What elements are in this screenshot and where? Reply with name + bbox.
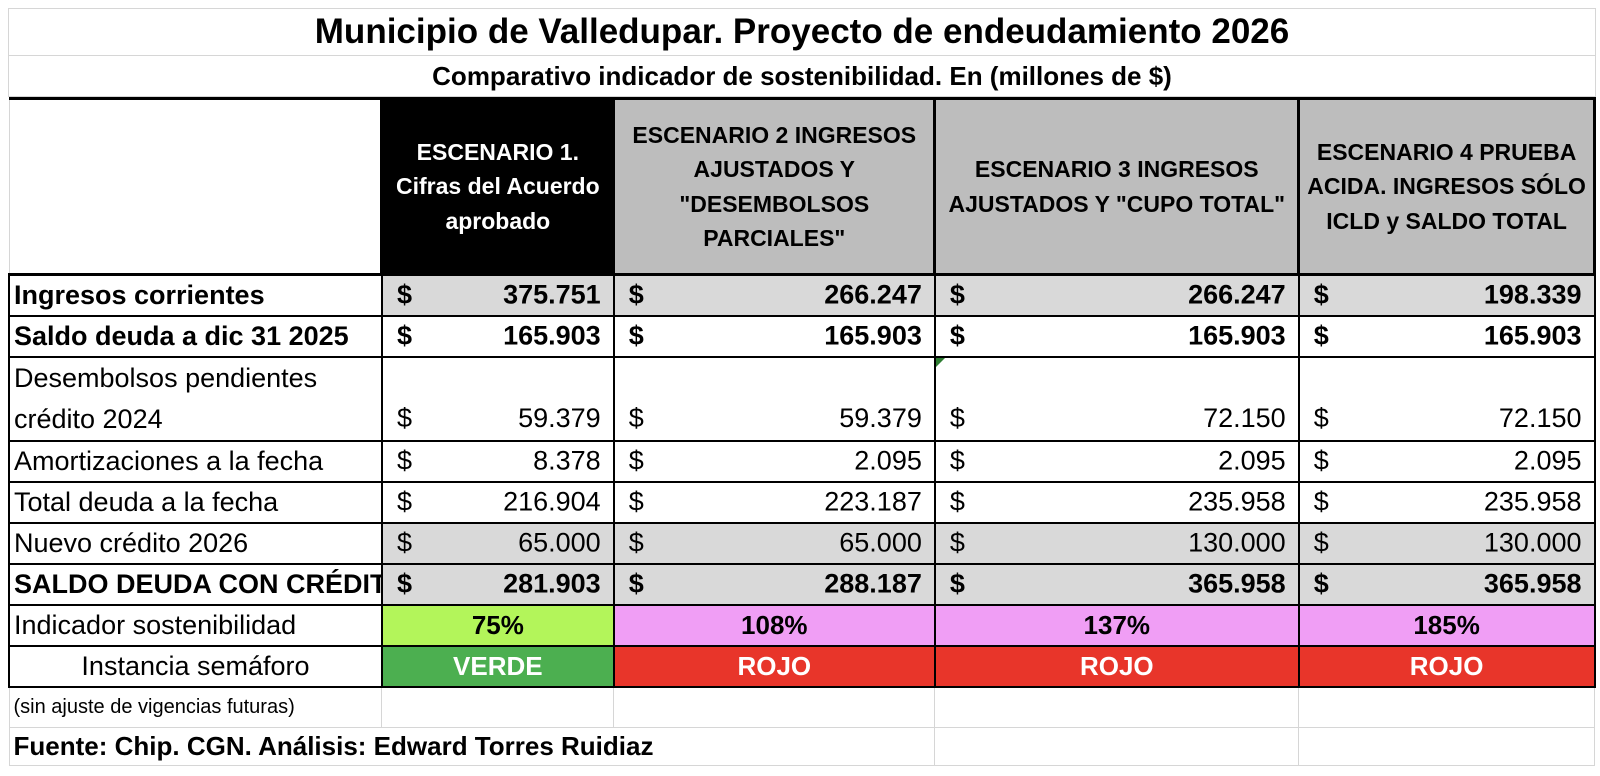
- indicator-value-scenario-4: 185%: [1297, 603, 1596, 647]
- row-label: SALDO DEUDA CON CRÉDITO: [8, 562, 407, 606]
- row-indicador-sostenibilidad: Indicador sostenibilidad 75% 108% 137% 1…: [8, 603, 1596, 647]
- value-cell: $72.150: [933, 355, 1300, 442]
- source-row: Fuente: Chip. CGN. Análisis: Edward Torr…: [8, 727, 1595, 766]
- indicator-value-scenario-1: 75%: [380, 603, 615, 647]
- value-cell: $365.958: [933, 562, 1300, 606]
- header-scenario-1: ESCENARIO 1. Cifras del Acuerdo aprobado: [380, 97, 616, 276]
- value-cell: $365.958: [1297, 562, 1596, 606]
- value-cell: $2.095: [1297, 439, 1596, 483]
- value-cell: $216.904: [380, 480, 615, 524]
- semaphore-status-scenario-4: ROJO: [1297, 644, 1596, 688]
- indicator-value-scenario-2: 108%: [612, 603, 936, 647]
- header-scenario-3: ESCENARIO 3 INGRESOS AJUSTADOS Y "CUPO T…: [933, 97, 1301, 276]
- value-cell: $59.379: [380, 355, 615, 442]
- empty-cell: [613, 686, 936, 728]
- row-label: Instancia semáforo: [8, 644, 383, 688]
- header-scenario-4: ESCENARIO 4 PRUEBA ACIDA. INGRESOS SÓLO …: [1297, 97, 1596, 276]
- value-cell: $235.958: [933, 480, 1300, 524]
- value-cell: $8.378: [380, 439, 615, 483]
- value-cell: $72.150: [1297, 355, 1596, 442]
- value-cell: $266.247: [612, 273, 936, 317]
- row-ingresos-corrientes: Ingresos corrientes $375.751 $266.247 $2…: [8, 273, 1596, 317]
- row-saldo-deuda-con-credito: SALDO DEUDA CON CRÉDITO $281.903 $288.18…: [8, 562, 1596, 606]
- value-cell: $165.903: [1297, 314, 1596, 358]
- row-label: Ingresos corrientes: [8, 273, 383, 317]
- page-subtitle: Comparativo indicador de sostenibilidad.…: [8, 56, 1596, 97]
- row-desembolsos-pendientes: Desembolsos pendientes crédito 2024 $59.…: [8, 355, 1596, 442]
- empty-cell: [1298, 727, 1595, 766]
- row-nuevo-credito: Nuevo crédito 2026 $65.000 $65.000 $130.…: [8, 521, 1596, 565]
- row-instancia-semaforo: Instancia semáforo VERDE ROJO ROJO ROJO: [8, 644, 1596, 688]
- semaphore-status-scenario-3: ROJO: [933, 644, 1300, 688]
- semaphore-status-scenario-1: VERDE: [380, 644, 615, 688]
- empty-cell: [1298, 686, 1595, 728]
- value-cell: $65.000: [380, 521, 615, 565]
- row-label: Nuevo crédito 2026: [8, 521, 383, 565]
- value-cell: $266.247: [933, 273, 1300, 317]
- value-cell: $65.000: [612, 521, 936, 565]
- comment-marker: [935, 357, 945, 367]
- value-cell: $165.903: [933, 314, 1300, 358]
- value-cell: $2.095: [933, 439, 1300, 483]
- value-cell: $288.187: [612, 562, 936, 606]
- page-title: Municipio de Valledupar. Proyecto de end…: [8, 8, 1596, 56]
- value-cell: $130.000: [1297, 521, 1596, 565]
- value-cell: $165.903: [380, 314, 615, 358]
- semaphore-status-scenario-2: ROJO: [612, 644, 936, 688]
- empty-cell: [934, 727, 1300, 766]
- value-cell: $281.903: [380, 562, 615, 606]
- value-cell: $198.339: [1297, 273, 1596, 317]
- row-label: Total deuda a la fecha: [8, 480, 383, 524]
- value-cell: $2.095: [612, 439, 936, 483]
- value-cell: $59.379: [612, 355, 936, 442]
- row-saldo-deuda: Saldo deuda a dic 31 2025 $165.903 $165.…: [8, 314, 1596, 358]
- row-label: Indicador sostenibilidad: [8, 603, 383, 647]
- row-total-deuda: Total deuda a la fecha $216.904 $223.187…: [8, 480, 1596, 524]
- row-label: Amortizaciones a la fecha: [8, 439, 383, 483]
- value-cell: $130.000: [933, 521, 1300, 565]
- header-row: ESCENARIO 1. Cifras del Acuerdo aprobado…: [8, 97, 1596, 276]
- value-cell: $223.187: [612, 480, 936, 524]
- value-cell: $375.751: [380, 273, 615, 317]
- row-amortizaciones: Amortizaciones a la fecha $8.378 $2.095 …: [8, 439, 1596, 483]
- row-label: Saldo deuda a dic 31 2025: [8, 314, 383, 358]
- empty-cell: [381, 686, 615, 728]
- value-cell: $235.958: [1297, 480, 1596, 524]
- empty-cell: [934, 686, 1300, 728]
- footnote: (sin ajuste de vigencias futuras): [8, 686, 383, 728]
- value-cell: $165.903: [612, 314, 936, 358]
- row-label: Desembolsos pendientes crédito 2024: [8, 355, 383, 442]
- header-blank-cell: [8, 97, 384, 276]
- comparison-table: ESCENARIO 1. Cifras del Acuerdo aprobado…: [8, 97, 1596, 766]
- source-credit: Fuente: Chip. CGN. Análisis: Edward Torr…: [8, 727, 936, 766]
- indicator-value-scenario-3: 137%: [933, 603, 1300, 647]
- header-scenario-2: ESCENARIO 2 INGRESOS AJUSTADOS Y "DESEMB…: [612, 97, 937, 276]
- note-row: (sin ajuste de vigencias futuras): [8, 686, 1595, 728]
